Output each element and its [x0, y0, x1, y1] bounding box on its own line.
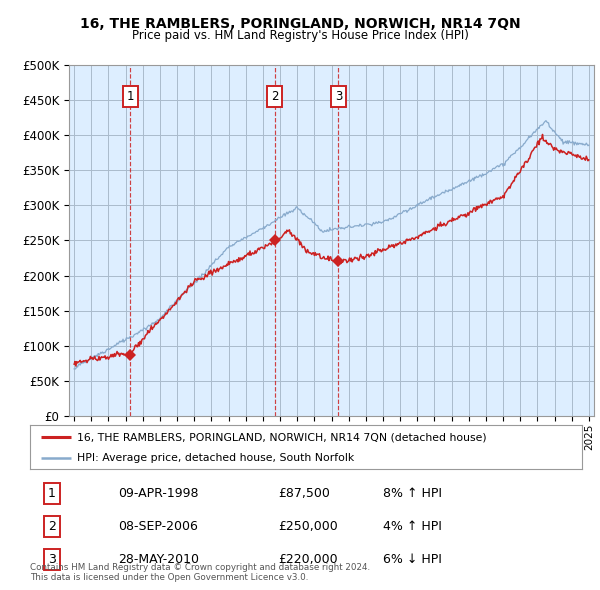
Text: 16, THE RAMBLERS, PORINGLAND, NORWICH, NR14 7QN: 16, THE RAMBLERS, PORINGLAND, NORWICH, N…: [80, 17, 520, 31]
Text: 6% ↓ HPI: 6% ↓ HPI: [383, 553, 442, 566]
Text: 1: 1: [127, 90, 134, 103]
Text: HPI: Average price, detached house, South Norfolk: HPI: Average price, detached house, Sout…: [77, 453, 354, 463]
Text: Contains HM Land Registry data © Crown copyright and database right 2024.
This d: Contains HM Land Registry data © Crown c…: [30, 563, 370, 582]
Text: 2: 2: [271, 90, 278, 103]
Text: 8% ↑ HPI: 8% ↑ HPI: [383, 487, 442, 500]
Text: 16, THE RAMBLERS, PORINGLAND, NORWICH, NR14 7QN (detached house): 16, THE RAMBLERS, PORINGLAND, NORWICH, N…: [77, 432, 487, 442]
Text: 09-APR-1998: 09-APR-1998: [118, 487, 199, 500]
Text: 08-SEP-2006: 08-SEP-2006: [118, 520, 198, 533]
Text: £220,000: £220,000: [278, 553, 338, 566]
Text: £250,000: £250,000: [278, 520, 338, 533]
Text: 3: 3: [335, 90, 342, 103]
Text: 2: 2: [48, 520, 56, 533]
Text: Price paid vs. HM Land Registry's House Price Index (HPI): Price paid vs. HM Land Registry's House …: [131, 30, 469, 42]
Text: 3: 3: [48, 553, 56, 566]
Text: 28-MAY-2010: 28-MAY-2010: [118, 553, 199, 566]
Text: £87,500: £87,500: [278, 487, 330, 500]
Text: 4% ↑ HPI: 4% ↑ HPI: [383, 520, 442, 533]
Text: 1: 1: [48, 487, 56, 500]
